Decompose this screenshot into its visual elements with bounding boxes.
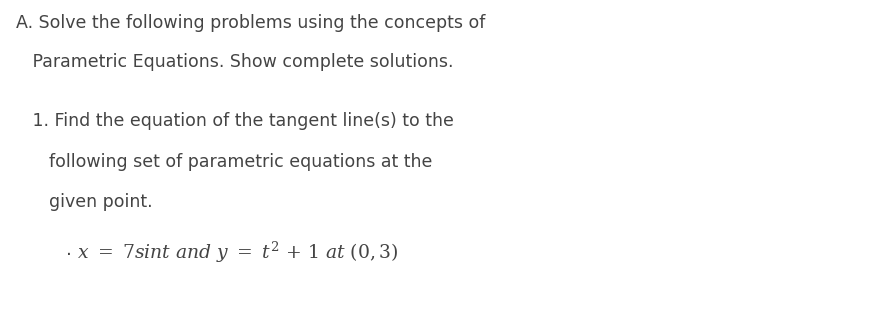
Text: Parametric Equations. Show complete solutions.: Parametric Equations. Show complete solu…: [16, 53, 453, 71]
Text: .: .: [66, 240, 72, 259]
Text: given point.: given point.: [16, 193, 152, 212]
Text: 1. Find the equation of the tangent line(s) to the: 1. Find the equation of the tangent line…: [16, 112, 454, 130]
Text: $\it{x}$ $=$ $\it{7sint}$ $\it{and}$ $\it{y}$ $=$ $\it{t}^2$ $+$ $\it{1}$ $\it{a: $\it{x}$ $=$ $\it{7sint}$ $\it{and}$ $\i…: [77, 240, 398, 266]
Text: following set of parametric equations at the: following set of parametric equations at…: [16, 153, 432, 171]
Text: A. Solve the following problems using the concepts of: A. Solve the following problems using th…: [16, 14, 485, 32]
